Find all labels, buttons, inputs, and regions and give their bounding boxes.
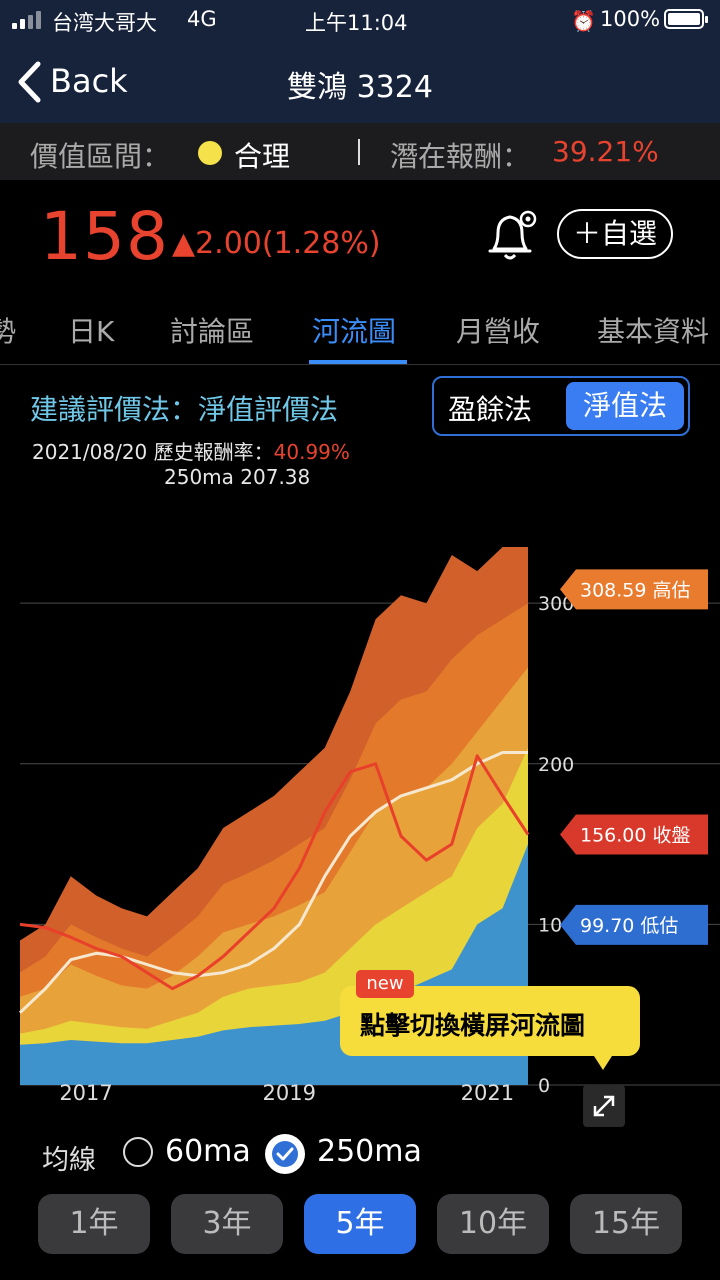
x-tick-label: 2017: [59, 1081, 112, 1105]
back-button[interactable]: Back: [0, 40, 140, 123]
divider: [0, 364, 720, 365]
price-change: ▲2.00(1.28%): [172, 226, 381, 261]
tab-discussion[interactable]: 討論區: [170, 315, 255, 348]
tab-monthly-revenue[interactable]: 月營收: [456, 315, 541, 348]
tab-basic-info[interactable]: 基本資料: [597, 315, 710, 348]
period-10y-button[interactable]: 10年: [437, 1194, 549, 1254]
history-return-line: 2021/08/20 歷史報酬率：40.99%: [32, 436, 350, 465]
checkmark-icon: [276, 1147, 294, 1161]
tooltip-tail: [594, 1056, 612, 1070]
tab-trend[interactable]: 勢: [0, 315, 17, 348]
ma-value: 250ma 207.38: [164, 465, 311, 489]
method-segmented-control: 盈餘法 淨值法: [432, 376, 690, 436]
period-5y-button[interactable]: 5年: [304, 1194, 416, 1254]
y-tick-label: 0: [538, 1075, 550, 1097]
value-marker-label: 99.70 低估: [580, 915, 678, 937]
value-marker: [560, 904, 708, 945]
bell-settings-icon[interactable]: [480, 205, 544, 267]
signal-icon: [12, 11, 44, 29]
tab-river-chart[interactable]: 河流圖: [312, 315, 397, 348]
status-bar: 台湾大哥大 4G 上午11:04 ⏰ 100%: [0, 0, 720, 40]
value-marker: [560, 814, 708, 855]
x-tick-label: 2021: [461, 1081, 514, 1105]
value-marker-label: 156.00 收盤: [580, 824, 691, 846]
valuation-range-value: 合理: [234, 140, 291, 173]
valuation-range-label: 價值區間：: [30, 140, 171, 173]
active-tab-indicator: [309, 360, 407, 364]
ma-row-label: 均線: [42, 1145, 96, 1176]
value-marker-label: 308.59 高估: [580, 579, 691, 601]
potential-return-label: 潛在報酬：: [390, 140, 531, 173]
battery-percent: 100%: [600, 7, 661, 31]
expand-icon: [593, 1095, 615, 1117]
period-3y-button[interactable]: 3年: [171, 1194, 283, 1254]
history-return-value: 40.99%: [273, 440, 350, 464]
close-price-line: [19, 754, 530, 991]
carrier-name: 台湾大哥大: [52, 11, 157, 35]
tooltip-text: 點擊切換橫屏河流圖: [360, 1011, 586, 1040]
valuation-bar: 價值區間： 合理 潛在報酬： 39.21%: [0, 123, 720, 180]
tab-daily-k[interactable]: 日K: [68, 315, 115, 348]
new-badge: new: [356, 970, 414, 998]
chevron-left-icon: [18, 61, 41, 103]
y-tick-label: 200: [538, 754, 574, 776]
ma250-label[interactable]: 250ma: [317, 1134, 422, 1169]
data-date: 2021/08/20: [32, 440, 148, 464]
page-title: 雙鴻 3324: [287, 70, 433, 105]
ma250-radio[interactable]: [265, 1134, 305, 1174]
alarm-icon: ⏰: [571, 9, 596, 33]
status-dot-icon: [198, 141, 222, 165]
back-label: Back: [50, 62, 128, 100]
value-marker: [560, 569, 708, 610]
y-tick-label: 300: [538, 593, 574, 615]
period-1y-button[interactable]: 1年: [38, 1194, 150, 1254]
valuation-method-title: 建議評價法：淨值評價法: [30, 393, 339, 426]
ma60-radio[interactable]: [123, 1137, 153, 1167]
potential-return-value: 39.21%: [552, 135, 659, 168]
divider: [358, 139, 360, 165]
navigation-bar: Back 雙鴻 3324: [0, 40, 720, 123]
network-type: 4G: [187, 7, 217, 31]
add-favorite-button[interactable]: ＋自選: [557, 209, 673, 259]
ma250-line: [18, 751, 528, 1014]
stock-price: 158: [40, 198, 169, 275]
ma60-label[interactable]: 60ma: [165, 1134, 251, 1169]
period-15y-button[interactable]: 15年: [570, 1194, 682, 1254]
x-tick-label: 2019: [263, 1081, 316, 1105]
battery-icon: [664, 9, 708, 29]
method-nav-option[interactable]: 淨值法: [566, 382, 684, 430]
method-eps-option[interactable]: 盈餘法: [448, 393, 533, 426]
clock: 上午11:04: [305, 11, 408, 35]
history-return-label: 歷史報酬率：: [153, 440, 274, 464]
expand-button[interactable]: [583, 1085, 625, 1127]
